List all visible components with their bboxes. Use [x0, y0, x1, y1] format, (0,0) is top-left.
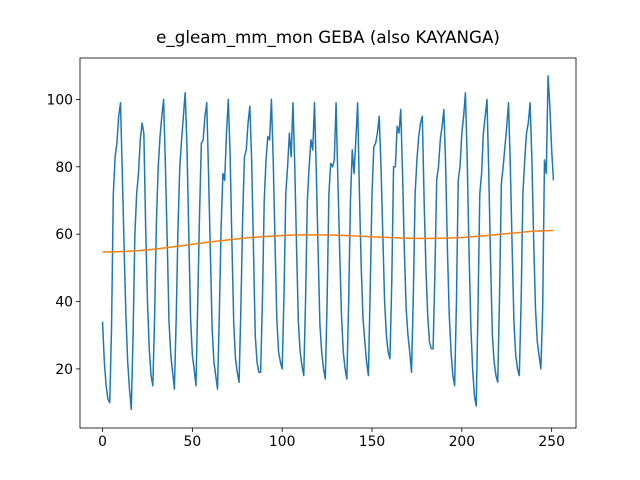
y-tick-label: 80	[55, 160, 73, 176]
y-tick-label: 20	[55, 362, 73, 378]
y-tick-label: 100	[46, 92, 73, 108]
x-tick-label: 50	[184, 434, 202, 450]
axes-frame	[79, 57, 577, 429]
x-tick-label: 0	[98, 434, 107, 450]
x-tick-label: 150	[359, 434, 386, 450]
x-tick-label: 100	[269, 434, 296, 450]
y-tick-label: 40	[55, 295, 73, 311]
y-tick-label: 60	[55, 227, 73, 243]
line-series	[102, 229, 554, 253]
chart-title: e_gleam_mm_mon GEBA (also KAYANGA)	[156, 27, 500, 48]
x-tick-label: 200	[449, 434, 476, 450]
line-series	[101, 75, 555, 411]
x-tick-label: 250	[538, 434, 565, 450]
